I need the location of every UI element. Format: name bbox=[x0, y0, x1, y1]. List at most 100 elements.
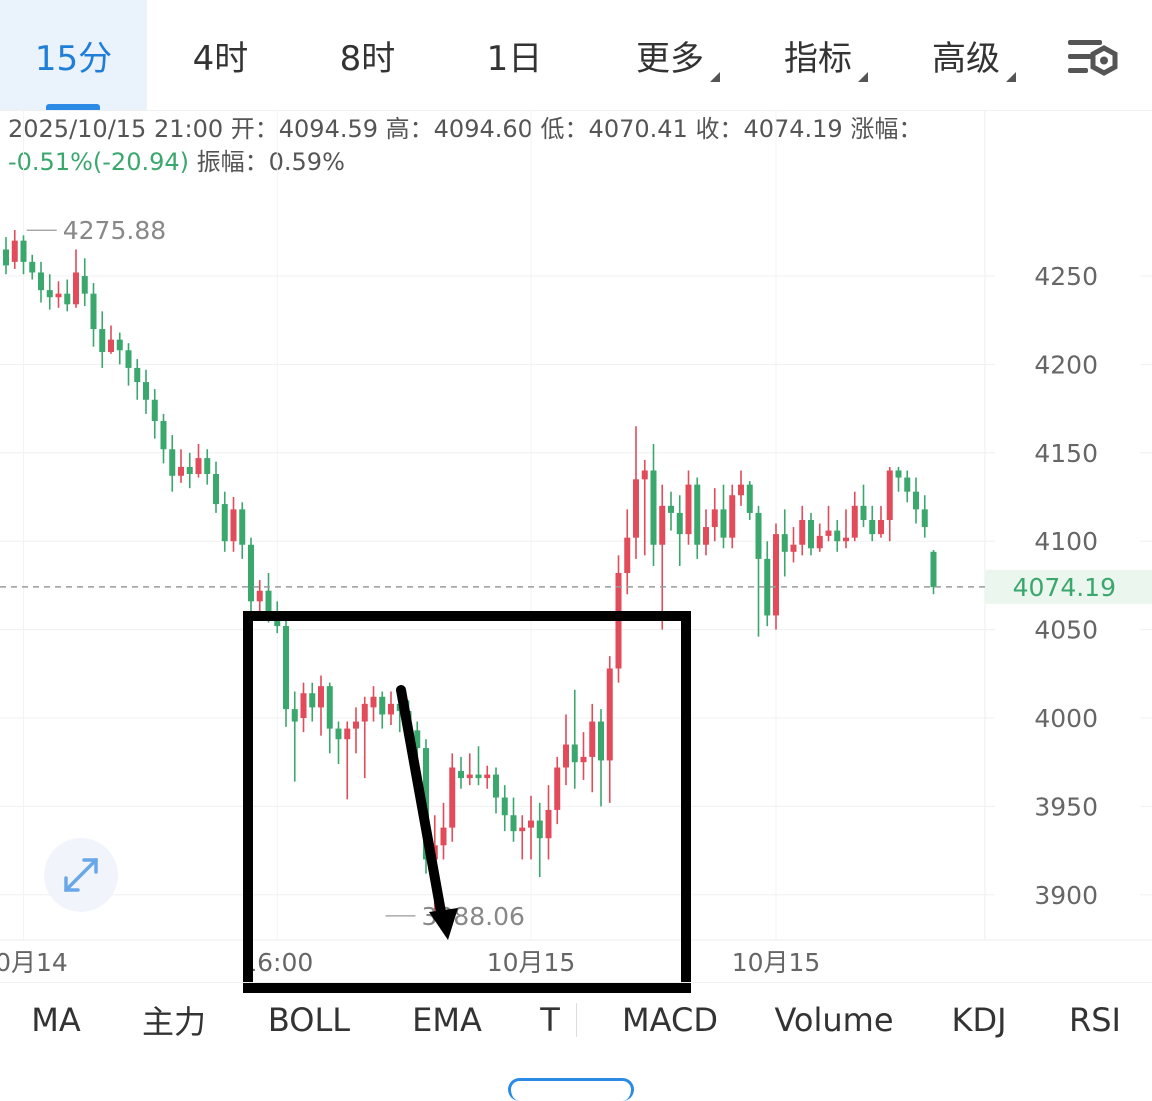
candle-body bbox=[318, 686, 324, 708]
candle bbox=[370, 686, 377, 722]
tab-more[interactable]: 更多 bbox=[620, 0, 720, 110]
candle-body bbox=[38, 272, 44, 291]
candle bbox=[921, 495, 928, 538]
candle-body bbox=[248, 544, 254, 602]
info-amplitude-label: 振幅： bbox=[196, 148, 269, 176]
candle bbox=[458, 756, 464, 789]
candle bbox=[816, 523, 823, 552]
candle bbox=[755, 505, 762, 637]
candle bbox=[55, 281, 62, 308]
y-tick-label: 4200 bbox=[1034, 350, 1098, 379]
candle-body bbox=[624, 537, 631, 574]
last-price-badge bbox=[985, 569, 1152, 604]
candle-body bbox=[178, 466, 184, 476]
tab-15min[interactable]: 15分 bbox=[0, 0, 147, 110]
candle bbox=[143, 369, 149, 414]
y-tick-label: 4100 bbox=[1034, 527, 1098, 556]
indicator-boll[interactable]: BOLL bbox=[248, 983, 370, 1057]
candle bbox=[528, 795, 534, 860]
candle-body bbox=[816, 535, 823, 549]
chart-settings-icon[interactable] bbox=[1062, 30, 1122, 86]
indicator-volume[interactable]: Volume bbox=[762, 983, 906, 1057]
indicator-label: MACD bbox=[622, 1001, 718, 1039]
candle bbox=[449, 753, 456, 842]
candle bbox=[379, 691, 386, 729]
candle-body bbox=[361, 703, 368, 722]
candle bbox=[720, 484, 727, 549]
candle bbox=[414, 721, 421, 757]
candle-body bbox=[886, 470, 893, 520]
candle bbox=[90, 283, 97, 347]
tab-label: 指标 bbox=[784, 38, 852, 79]
candle bbox=[20, 235, 27, 275]
info-high: 4094.60 bbox=[433, 115, 533, 143]
candle-body bbox=[151, 399, 158, 421]
candle-body bbox=[703, 527, 709, 545]
indicator-macd[interactable]: MACD bbox=[606, 983, 734, 1057]
candle bbox=[746, 481, 753, 520]
info-high-label: 高： bbox=[385, 115, 434, 143]
candle bbox=[108, 325, 114, 354]
indicator-ma[interactable]: MA bbox=[0, 983, 112, 1057]
candle-body bbox=[781, 534, 788, 552]
candle bbox=[29, 254, 36, 280]
candle-body bbox=[344, 728, 351, 740]
candle-body bbox=[239, 509, 246, 545]
candle-body bbox=[204, 458, 211, 475]
expand-chart-button[interactable] bbox=[44, 838, 118, 912]
tab-8h[interactable]: 8时 bbox=[294, 0, 441, 110]
candle bbox=[694, 477, 701, 559]
indicator-ema[interactable]: EMA bbox=[392, 983, 502, 1057]
info-close-label: 收： bbox=[695, 115, 744, 143]
candle-body bbox=[230, 509, 237, 542]
candle-body bbox=[353, 721, 359, 729]
indicator-label: MA bbox=[31, 1001, 81, 1039]
price-axis: 4250 4200 4150 4100 4050 4000 3950 3900 bbox=[1034, 262, 1098, 910]
tab-1d[interactable]: 1日 bbox=[441, 0, 588, 110]
candle-body bbox=[379, 696, 386, 715]
candle bbox=[764, 541, 771, 627]
candle-body bbox=[580, 756, 587, 763]
info-change-label: 涨幅： bbox=[850, 115, 923, 143]
y-tick-label: 4000 bbox=[1034, 704, 1098, 733]
candle bbox=[291, 691, 298, 782]
candle bbox=[834, 519, 841, 552]
candle bbox=[178, 449, 184, 483]
candle bbox=[781, 509, 788, 577]
indicator-rsi[interactable]: RSI bbox=[1052, 983, 1138, 1057]
candle-body bbox=[843, 537, 849, 542]
indicator-t[interactable]: T bbox=[524, 983, 576, 1057]
candle bbox=[204, 449, 211, 485]
tab-advanced[interactable]: 高级 bbox=[916, 0, 1016, 110]
candle bbox=[300, 682, 307, 733]
indicator-kdj[interactable]: KDJ bbox=[936, 983, 1022, 1057]
candle bbox=[466, 753, 473, 786]
candle-body bbox=[641, 470, 648, 480]
candle bbox=[248, 537, 254, 616]
candle bbox=[134, 359, 141, 400]
candle-body bbox=[300, 693, 307, 718]
candle-body bbox=[388, 703, 394, 715]
candle bbox=[624, 509, 631, 595]
candle bbox=[116, 332, 123, 365]
candle-body bbox=[930, 551, 937, 588]
tab-4h[interactable]: 4时 bbox=[147, 0, 294, 110]
candle-body bbox=[3, 249, 9, 266]
y-tick-label: 4250 bbox=[1034, 262, 1098, 291]
candle bbox=[11, 230, 18, 269]
indicator-label: Volume bbox=[774, 1001, 894, 1039]
indicator-main-force[interactable]: 主力 bbox=[118, 983, 230, 1057]
bottom-sheet-handle[interactable] bbox=[508, 1078, 634, 1101]
candle bbox=[895, 466, 902, 492]
candle-body bbox=[913, 491, 919, 510]
tab-indicators[interactable]: 指标 bbox=[768, 0, 868, 110]
candle-body bbox=[484, 774, 491, 779]
candle-body bbox=[904, 477, 911, 492]
candle bbox=[869, 505, 876, 542]
candle bbox=[554, 756, 561, 825]
candle-body bbox=[895, 470, 902, 478]
candle-body bbox=[213, 474, 219, 505]
candle-body bbox=[764, 558, 771, 616]
candle-body bbox=[265, 590, 272, 612]
